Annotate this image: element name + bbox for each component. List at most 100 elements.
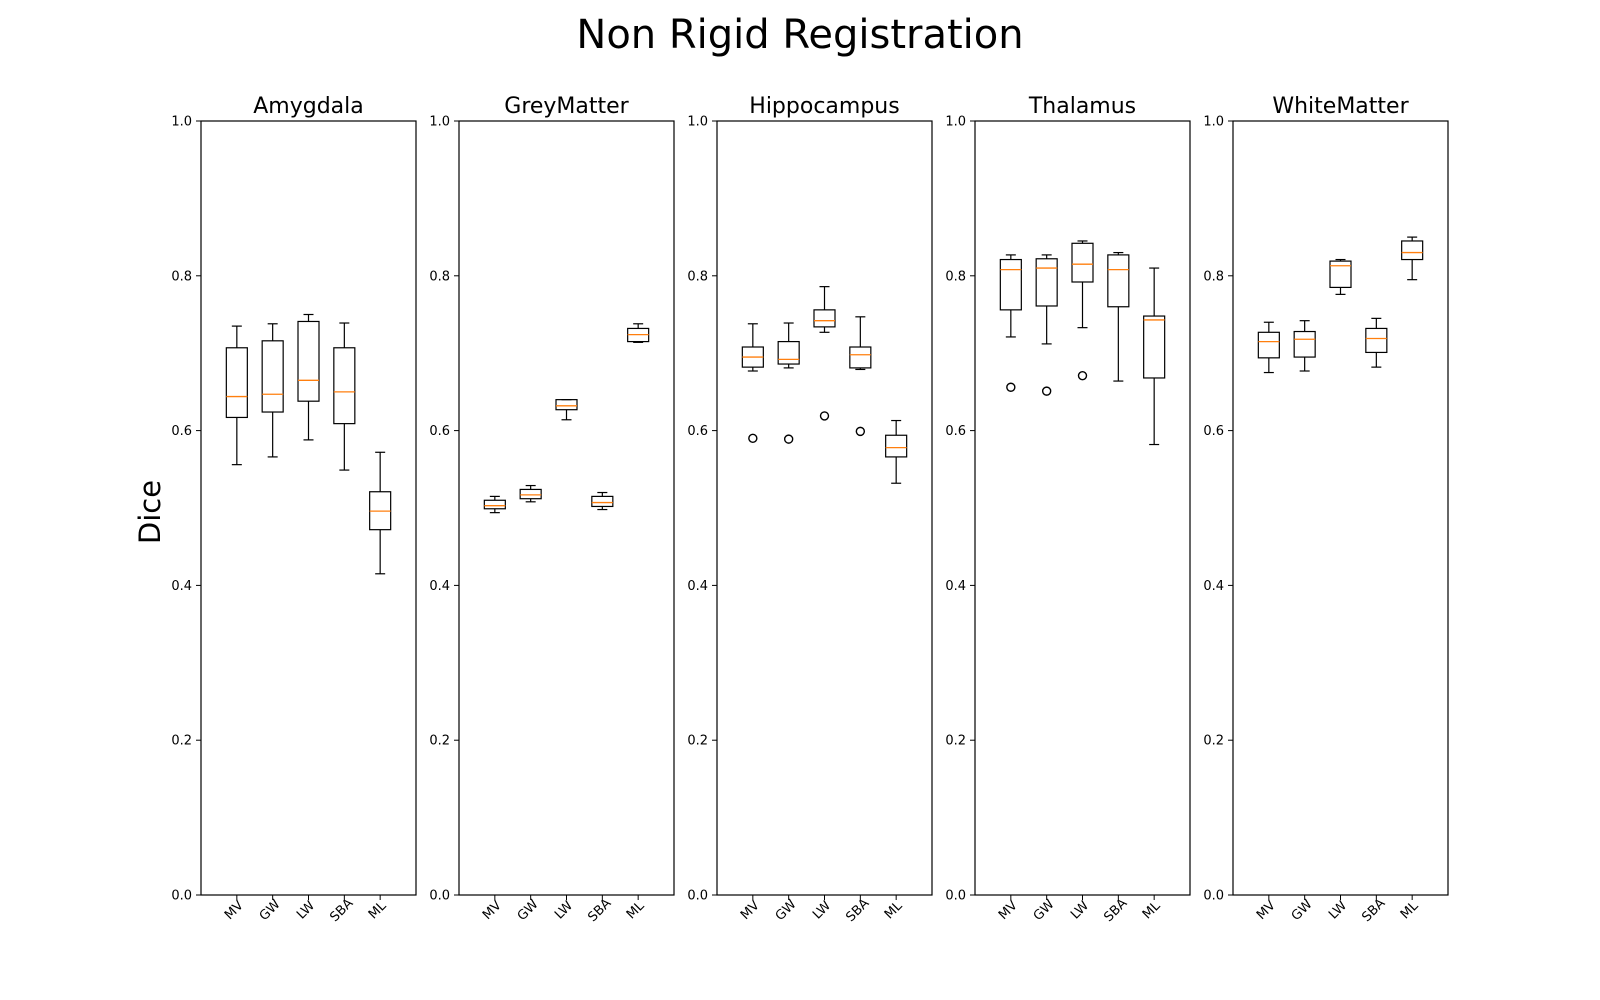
iqr-box	[999, 258, 1022, 311]
outlier-point	[855, 426, 866, 437]
axes-frame-amygdala	[200, 120, 417, 896]
y-tick-label: 0.8	[945, 269, 966, 284]
x-tick-label: LW	[552, 898, 576, 922]
box-thalamus-lw: LW	[1068, 240, 1094, 923]
box-hippocampus-sba: SBA	[843, 316, 872, 925]
iqr-box	[1365, 327, 1388, 354]
y-tick-label: 0.8	[1203, 269, 1224, 284]
box-amygdala-sba: SBA	[327, 322, 356, 925]
x-tick-label: MV	[996, 898, 1021, 923]
outlier-point	[1006, 382, 1016, 392]
iqr-box	[1107, 254, 1130, 308]
y-tick-label: 0.8	[171, 269, 192, 284]
y-tick-label: 0.6	[687, 424, 708, 439]
box-greymatter-lw: LW	[552, 399, 578, 923]
y-tick-label: 0.2	[429, 734, 450, 749]
iqr-box	[591, 495, 614, 508]
panel-title-amygdala: Amygdala	[253, 94, 364, 119]
x-tick-label: ML	[366, 898, 390, 922]
y-tick-label: 1.0	[429, 115, 450, 130]
x-tick-label: MV	[480, 898, 505, 923]
y-tick-label: 1.0	[171, 115, 192, 130]
iqr-box	[1401, 240, 1424, 261]
x-tick-label: ML	[624, 898, 648, 922]
x-tick-label: GW	[1031, 897, 1058, 924]
iqr-box	[1329, 260, 1352, 289]
x-tick-label: GW	[515, 897, 542, 924]
box-hippocampus-gw: GW	[773, 322, 800, 924]
box-whitematter-sba: SBA	[1359, 317, 1388, 925]
panel-whitematter: WhiteMatter 0.0 0.2 0.4 0.6 0.8 1.0 MV GW LW SBA ML	[1203, 94, 1449, 925]
y-tick-label: 0.0	[945, 889, 966, 904]
iqr-box	[483, 499, 506, 510]
outlier-point	[1077, 370, 1088, 381]
x-tick-label: MV	[1254, 898, 1279, 923]
y-tick-label: 1.0	[945, 115, 966, 130]
x-tick-label: LW	[294, 898, 318, 922]
y-tick-label: 0.4	[687, 579, 708, 594]
y-tick-label: 0.0	[687, 889, 708, 904]
y-tick-label: 0.0	[171, 889, 192, 904]
y-tick-label: 1.0	[1203, 115, 1224, 130]
iqr-box	[1035, 258, 1058, 307]
x-tick-label: ML	[1140, 898, 1164, 922]
x-tick-label: GW	[773, 897, 800, 924]
box-whitematter-lw: LW	[1326, 258, 1352, 923]
y-tick-label: 0.4	[1203, 579, 1224, 594]
x-tick-label: ML	[1398, 898, 1422, 922]
x-tick-label: MV	[738, 898, 763, 923]
box-hippocampus-mv: MV	[738, 323, 764, 923]
x-tick-label: MV	[222, 898, 247, 923]
box-greymatter-ml: ML	[624, 323, 650, 922]
outlier-point	[819, 411, 830, 421]
outlier-point	[783, 434, 794, 444]
x-tick-label: LW	[1068, 898, 1092, 922]
x-tick-label: SBA	[327, 896, 356, 925]
panel-thalamus: Thalamus 0.0 0.2 0.4 0.6 0.8 1.0 MV GW LW SBA ML	[945, 94, 1191, 925]
axes-frame-hippocampus	[716, 120, 933, 896]
panel-title-hippocampus: Hippocampus	[749, 94, 899, 119]
box-thalamus-mv: MV	[996, 254, 1022, 923]
y-tick-label: 0.2	[1203, 734, 1224, 749]
y-tick-label: 0.6	[945, 424, 966, 439]
iqr-box	[1143, 315, 1166, 379]
box-amygdala-mv: MV	[222, 325, 248, 923]
iqr-box	[1071, 242, 1094, 283]
axes-frame-thalamus	[974, 120, 1191, 896]
panel-greymatter: GreyMatter 0.0 0.2 0.4 0.6 0.8 1.0 MV GW LW SBA ML	[429, 94, 675, 925]
iqr-box	[1293, 330, 1316, 358]
iqr-box	[519, 488, 542, 500]
iqr-box	[777, 340, 800, 365]
iqr-box	[849, 346, 872, 369]
y-tick-label: 1.0	[687, 115, 708, 130]
y-tick-label: 0.6	[1203, 424, 1224, 439]
panel-title-thalamus: Thalamus	[1028, 94, 1136, 119]
box-amygdala-lw: LW	[294, 313, 320, 923]
panel-amygdala: Amygdala 0.0 0.2 0.4 0.6 0.8 1.0 MV GW LW SBA ML	[171, 94, 417, 925]
iqr-box	[297, 320, 320, 402]
y-tick-label: 0.8	[429, 269, 450, 284]
y-tick-label: 0.2	[171, 734, 192, 749]
y-tick-label: 0.2	[945, 734, 966, 749]
y-tick-label: 0.4	[171, 579, 192, 594]
y-tick-label: 0.8	[687, 269, 708, 284]
outlier-point	[748, 433, 758, 444]
y-tick-label: 0.4	[429, 579, 450, 594]
box-thalamus-ml: ML	[1140, 267, 1166, 922]
panel-title-greymatter: GreyMatter	[504, 94, 629, 119]
box-hippocampus-lw: LW	[810, 286, 836, 923]
y-tick-label: 0.6	[171, 424, 192, 439]
box-greymatter-mv: MV	[480, 495, 506, 923]
x-tick-label: SBA	[585, 896, 614, 925]
iqr-box	[813, 309, 836, 328]
panel-hippocampus: Hippocampus 0.0 0.2 0.4 0.6 0.8 1.0 MV GW LW SBA ML	[687, 94, 933, 925]
box-thalamus-sba: SBA	[1101, 251, 1130, 925]
x-tick-label: SBA	[1101, 896, 1130, 925]
x-tick-label: LW	[810, 898, 834, 922]
iqr-box	[333, 347, 356, 425]
outlier-point	[1041, 386, 1052, 396]
iqr-box	[225, 347, 248, 419]
x-tick-label: ML	[882, 898, 906, 922]
